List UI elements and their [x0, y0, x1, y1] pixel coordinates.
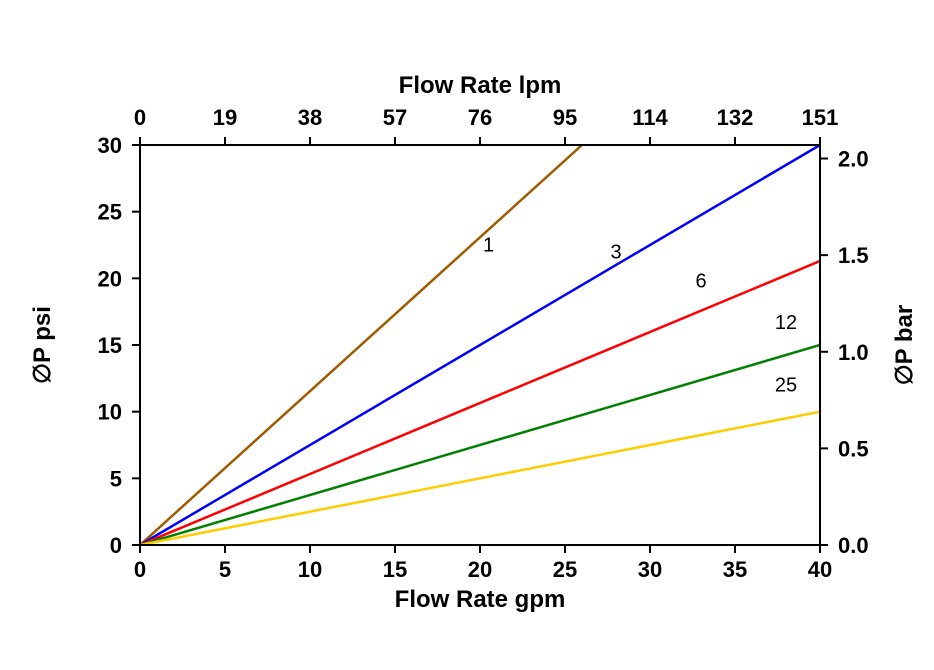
y-left-title: ∅P psi	[29, 306, 56, 384]
series-label-1: 1	[483, 235, 494, 257]
x-bottom-tick-label: 25	[553, 557, 577, 582]
x-top-tick-label: 132	[717, 105, 754, 130]
series-label-12: 12	[775, 312, 797, 334]
y-right-tick-label: 2.0	[838, 147, 869, 172]
series-label-6: 6	[695, 271, 706, 293]
y-right-title: ∅P bar	[891, 305, 918, 386]
series-label-25: 25	[775, 375, 797, 397]
y-left-tick-label: 0	[110, 533, 122, 558]
y-right-tick-label: 1.5	[838, 243, 869, 268]
x-bottom-tick-label: 0	[134, 557, 146, 582]
pressure-flow-chart: 0510152025303540019385776951141321510510…	[0, 0, 934, 670]
x-top-tick-label: 19	[213, 105, 237, 130]
x-top-tick-label: 95	[553, 105, 577, 130]
y-left-tick-label: 15	[98, 333, 122, 358]
x-top-title: Flow Rate lpm	[399, 72, 562, 99]
x-bottom-tick-label: 15	[383, 557, 407, 582]
x-top-tick-label: 151	[802, 105, 839, 130]
x-bottom-tick-label: 5	[219, 557, 231, 582]
x-bottom-tick-label: 30	[638, 557, 662, 582]
x-bottom-tick-label: 35	[723, 557, 747, 582]
x-bottom-tick-label: 20	[468, 557, 492, 582]
y-left-tick-label: 30	[98, 133, 122, 158]
series-label-3: 3	[610, 241, 621, 263]
y-right-tick-label: 1.0	[838, 340, 869, 365]
y-left-tick-label: 20	[98, 266, 122, 291]
x-top-tick-label: 114	[632, 105, 668, 130]
x-bottom-tick-label: 10	[298, 557, 322, 582]
x-top-tick-label: 0	[134, 105, 146, 130]
x-top-tick-label: 57	[383, 105, 407, 130]
x-top-tick-label: 76	[468, 105, 492, 130]
y-right-tick-label: 0.5	[838, 436, 869, 461]
x-top-tick-label: 38	[298, 105, 322, 130]
y-left-tick-label: 25	[98, 200, 122, 225]
chart-canvas: 0510152025303540019385776951141321510510…	[0, 0, 934, 670]
x-bottom-tick-label: 40	[808, 557, 832, 582]
y-left-tick-label: 10	[98, 400, 122, 425]
x-bottom-title: Flow Rate gpm	[395, 586, 566, 613]
y-left-tick-label: 5	[110, 466, 122, 491]
y-right-tick-label: 0.0	[838, 533, 869, 558]
